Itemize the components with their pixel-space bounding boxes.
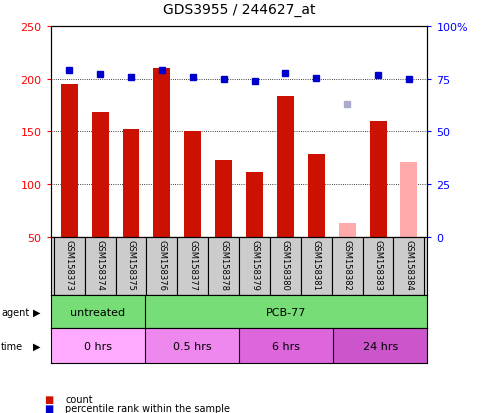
Text: 6 hrs: 6 hrs <box>272 341 300 351</box>
Text: 0.5 hrs: 0.5 hrs <box>173 341 211 351</box>
Bar <box>115 237 146 295</box>
Bar <box>92 113 109 237</box>
Text: ■: ■ <box>43 394 53 404</box>
Bar <box>51 328 145 363</box>
Text: agent: agent <box>1 307 29 317</box>
Bar <box>208 237 239 295</box>
Text: GSM158380: GSM158380 <box>281 239 290 290</box>
Bar <box>394 237 425 295</box>
Text: untreated: untreated <box>70 307 126 317</box>
Bar <box>333 328 427 363</box>
Text: ■: ■ <box>43 403 53 413</box>
Bar <box>239 237 270 295</box>
Bar <box>239 328 333 363</box>
Bar <box>277 96 294 237</box>
Bar <box>246 172 263 237</box>
Bar <box>301 237 332 295</box>
Bar <box>270 237 301 295</box>
Text: ▶: ▶ <box>33 307 41 317</box>
Bar <box>146 237 177 295</box>
Text: GSM158375: GSM158375 <box>127 239 136 290</box>
Bar <box>54 237 85 295</box>
Bar <box>215 161 232 237</box>
Bar <box>85 237 115 295</box>
Bar <box>369 121 386 237</box>
Text: percentile rank within the sample: percentile rank within the sample <box>65 403 230 413</box>
Text: GSM158378: GSM158378 <box>219 239 228 290</box>
Text: GSM158377: GSM158377 <box>188 239 197 290</box>
Text: ■: ■ <box>43 412 53 413</box>
Bar <box>154 69 170 237</box>
Text: GSM158381: GSM158381 <box>312 239 321 290</box>
Text: time: time <box>1 341 23 351</box>
Text: PCB-77: PCB-77 <box>266 307 306 317</box>
Text: GSM158382: GSM158382 <box>342 239 352 290</box>
Bar <box>185 132 201 237</box>
Text: GSM158384: GSM158384 <box>404 239 413 290</box>
Bar <box>177 237 208 295</box>
Text: GSM158379: GSM158379 <box>250 239 259 290</box>
Bar <box>145 328 239 363</box>
Text: GSM158373: GSM158373 <box>65 239 74 290</box>
Bar <box>363 237 394 295</box>
Bar <box>51 295 145 328</box>
Bar <box>339 224 355 237</box>
Bar <box>123 130 140 237</box>
Text: 0 hrs: 0 hrs <box>84 341 112 351</box>
Text: GDS3955 / 244627_at: GDS3955 / 244627_at <box>163 2 315 17</box>
Bar <box>308 154 325 237</box>
Text: GSM158376: GSM158376 <box>157 239 166 290</box>
Text: ▶: ▶ <box>33 341 41 351</box>
Bar <box>400 163 417 237</box>
Text: 24 hrs: 24 hrs <box>363 341 398 351</box>
Text: GSM158383: GSM158383 <box>373 239 383 290</box>
Bar <box>61 85 78 237</box>
Text: count: count <box>65 394 93 404</box>
Bar <box>145 295 427 328</box>
Text: value, Detection Call = ABSENT: value, Detection Call = ABSENT <box>65 412 220 413</box>
Text: GSM158374: GSM158374 <box>96 239 105 290</box>
Bar <box>332 237 363 295</box>
